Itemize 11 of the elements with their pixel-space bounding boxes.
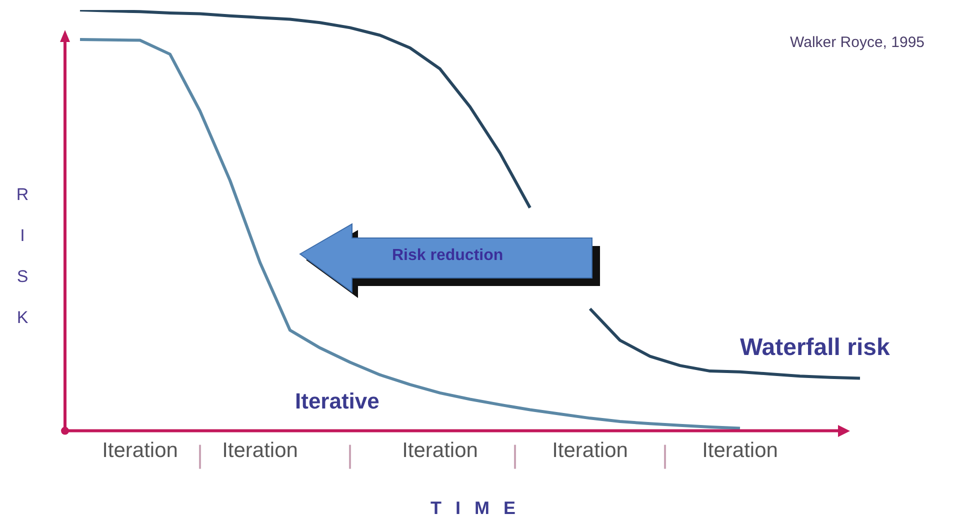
series-label: Iterative bbox=[295, 388, 380, 414]
annotation: Walker Royce, 1995 bbox=[790, 34, 925, 51]
x-tick-label: Iteration bbox=[552, 439, 628, 462]
y-axis-title: RISK bbox=[12, 185, 32, 349]
x-tick-label: Iteration bbox=[402, 439, 478, 462]
series-label: Waterfall risk bbox=[740, 334, 890, 361]
x-axis-title: TIME bbox=[430, 498, 530, 519]
x-tick-label: Iteration bbox=[702, 439, 778, 462]
annotation: Risk reduction bbox=[392, 247, 504, 265]
x-tick-label: Iteration bbox=[102, 439, 178, 462]
x-tick-label: Iteration bbox=[222, 439, 298, 462]
